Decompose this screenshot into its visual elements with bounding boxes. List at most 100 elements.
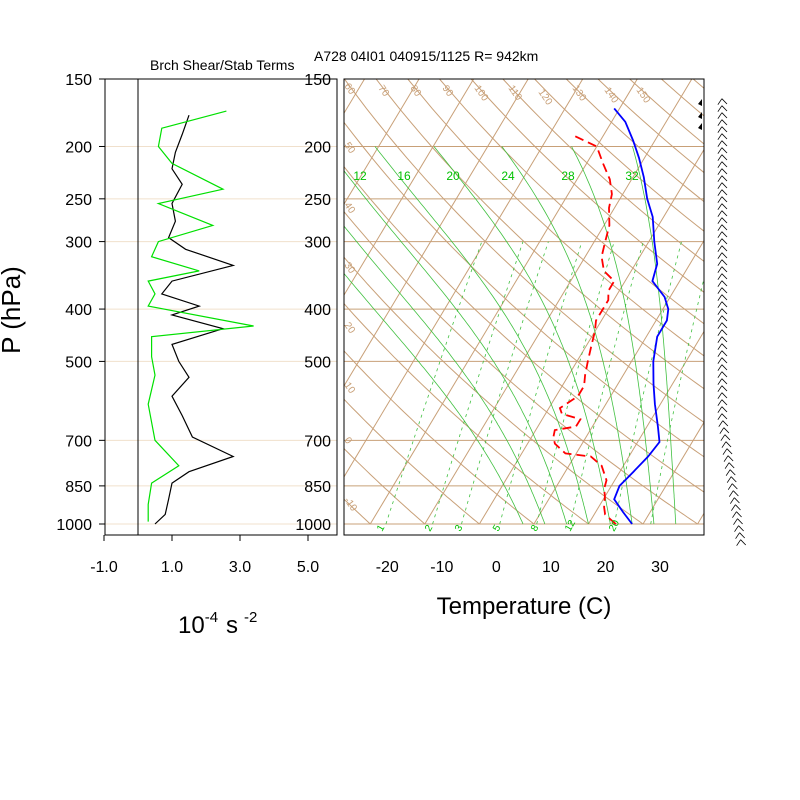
dry-adiabat-label: 0 (342, 435, 354, 446)
dry-adiabat-label: 110 (506, 83, 524, 103)
skewt-x-tick-label: 0 (492, 559, 501, 576)
wind-barb-staff (736, 511, 742, 518)
wind-barb-staff (721, 336, 728, 343)
left-x-tick-label: 5.0 (297, 559, 319, 576)
isotherm (344, 79, 529, 387)
moist-adiabat-label: 20 (446, 169, 460, 183)
wind-barb-flag (723, 455, 729, 462)
dry-adiabat (344, 165, 704, 493)
unit-seconds-exponent: -2 (244, 609, 257, 626)
wind-barb-staff (721, 273, 728, 280)
wind-barb-flag (717, 399, 723, 406)
wind-barb-flag (717, 406, 723, 413)
dry-adiabat (344, 302, 589, 525)
wind-barb-staff (721, 322, 728, 329)
isotherm (424, 79, 693, 525)
mixing-ratio-label: 8 (529, 523, 542, 534)
wind-barb-flag (720, 434, 726, 441)
dry-adiabat (661, 79, 704, 117)
mixing-ratio-line (569, 241, 644, 525)
left-x-tick-label: 3.0 (229, 559, 251, 576)
dry-adiabat (502, 79, 704, 263)
wind-barb-staff (721, 238, 728, 245)
wind-barb-flag (717, 140, 723, 147)
moist-adiabat-label: 28 (561, 169, 575, 183)
dry-adiabat-label: 70 (376, 83, 392, 99)
wind-barb-staff (721, 210, 728, 217)
left-plot-frame (104, 78, 338, 536)
isotherm (478, 148, 704, 525)
wind-barb-flag (731, 504, 736, 511)
skewt-x-axis-label: Temperature (C) (437, 593, 612, 620)
left-panel-title: Brch Shear/Stab Terms (150, 57, 294, 73)
wind-barb-flag (717, 182, 723, 189)
dry-adiabat-label: 80 (408, 83, 424, 99)
wind-barb-flag (718, 420, 724, 427)
wind-barb-staff (721, 280, 728, 287)
wind-barb-staff (724, 434, 731, 441)
mixing-ratio-line (385, 241, 483, 525)
wind-barb-flag (717, 133, 723, 140)
wind-barb-staff (721, 357, 728, 364)
isotherm (369, 79, 638, 525)
left-y-tick-label: 700 (65, 433, 92, 450)
wind-barb-flag (717, 112, 723, 119)
wind-barb-staff (721, 392, 728, 399)
wind-barb-flag (717, 161, 723, 168)
isotherm (344, 79, 475, 297)
wind-barb-flag (717, 231, 723, 238)
skewt-y-tick-label: 150 (304, 72, 331, 89)
wind-barb-staff (721, 315, 728, 322)
wind-barb-staff (721, 147, 728, 154)
wind-barb-staff (721, 196, 728, 203)
wind-barb-staff (721, 252, 728, 259)
wind-barb-staff (730, 476, 737, 483)
wind-barb-staff (721, 105, 728, 112)
wind-barb-staff (721, 406, 728, 413)
wind-barb-staff (721, 399, 728, 406)
wind-barb-flag (717, 259, 723, 266)
left-y-tick-label: 150 (65, 72, 92, 89)
wind-barb-flag (717, 147, 723, 154)
wind-barb-flag (717, 371, 723, 378)
wind-barb-flag (735, 532, 740, 539)
skewt-profiles (552, 107, 670, 525)
wind-barb-staff (729, 469, 736, 476)
wind-barb-staff (735, 504, 741, 511)
wind-barb-flag (717, 105, 723, 112)
left-x-axis-label: 10-4 s -2 (178, 609, 257, 639)
wind-barb-staff (721, 217, 728, 224)
wind-barb-flag (717, 280, 723, 287)
skewt-y-tick-label: 500 (304, 354, 331, 371)
wind-barb-staff (727, 455, 734, 462)
isotherm (533, 239, 704, 525)
unit-base: 10 (178, 612, 205, 639)
left-grid (99, 78, 337, 525)
wind-barb-staff (721, 287, 728, 294)
skewt-x-tick-label: 30 (651, 559, 669, 576)
wind-barb-flag (733, 518, 738, 525)
wind-barb-flag (717, 210, 723, 217)
wind-barb-staff (721, 343, 728, 350)
wind-barb-pennant (698, 123, 702, 130)
dry-adiabat (439, 79, 704, 325)
isotherm (344, 79, 420, 206)
wind-barb-pennant (698, 99, 702, 106)
wind-barb-staff (721, 413, 728, 420)
skewt-x-tick-label: -20 (376, 559, 399, 576)
wind-barb-flag (717, 168, 723, 175)
wind-barb-flag (717, 378, 723, 385)
wind-barb-flag (717, 364, 723, 371)
dry-adiabat (344, 398, 480, 525)
isotherm (0, 79, 255, 524)
wind-barb-flag (725, 469, 731, 476)
left-y-tick-label: 850 (65, 479, 92, 496)
mixing-ratio-label: 5 (491, 523, 504, 534)
wind-barb-flag (717, 224, 723, 231)
mixing-ratio-line (499, 241, 583, 525)
wind-barb-staff (721, 231, 728, 238)
left-y-tick-label: 200 (65, 139, 92, 156)
wind-barb-flag (729, 497, 735, 504)
skewt-y-tick-label: 200 (304, 139, 331, 156)
